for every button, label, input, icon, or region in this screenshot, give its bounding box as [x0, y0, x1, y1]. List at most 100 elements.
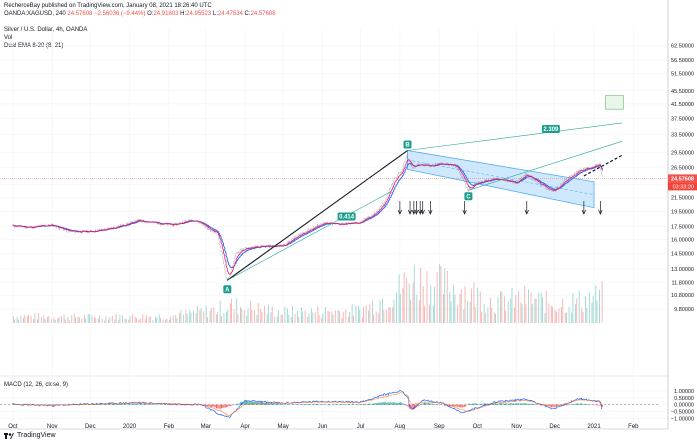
current-price-label: 24.57608 [671, 176, 694, 182]
macd-histogram-bar [380, 402, 382, 405]
volume-bar [528, 289, 529, 323]
tradingview-logo[interactable]: TradingView [4, 432, 56, 439]
volume-bar [361, 317, 363, 323]
volume-bar [199, 309, 201, 323]
volume-bar [219, 300, 221, 323]
volume-bar [280, 314, 282, 323]
macd-histogram-bar [347, 404, 349, 405]
volume-bar [365, 305, 367, 323]
volume-bar [525, 303, 527, 323]
volume-bar [507, 300, 509, 323]
volume-bar [534, 298, 536, 323]
volume-bar [274, 316, 276, 323]
macd-histogram-bar [385, 402, 388, 405]
macd-indicator-label[interactable]: MACD (12, 26, close, 9) [4, 382, 69, 388]
volume-indicator-label[interactable]: Vol [4, 35, 13, 41]
down-arrow-head [598, 209, 603, 215]
macd-histogram-bar [256, 402, 258, 405]
volume-bar [520, 302, 522, 323]
macd-histogram-bar [431, 403, 433, 405]
y-tick-label: 62.50000 [671, 44, 694, 50]
ohlc-value: 24.57608 [67, 11, 93, 17]
volume-bar [464, 286, 466, 323]
volume-bar [168, 319, 170, 323]
macd-histogram-bar [384, 401, 386, 405]
volume-bar [413, 264, 415, 323]
volume-bar [115, 313, 117, 323]
macd-histogram-bar [552, 404, 554, 407]
volume-bar [286, 308, 288, 323]
volume-bar [545, 290, 547, 323]
macd-histogram-bar [515, 403, 517, 405]
volume-bar [423, 305, 425, 323]
macd-histogram-bar [135, 403, 138, 405]
macd-histogram-bar [512, 403, 514, 405]
volume-bar [460, 288, 462, 323]
volume-bar [588, 292, 590, 323]
volume-bar [328, 311, 330, 323]
y-tick-label: 17.50000 [671, 225, 694, 231]
volume-bar [440, 266, 442, 323]
macd-histogram-bar [566, 404, 568, 406]
symbol-ohlc-line: OANDA:XAGUSD, 240 24.57608 −2.56036 (−9.… [4, 10, 276, 18]
macd-histogram-bar [218, 404, 220, 409]
volume-bar [213, 307, 215, 323]
volume-bar [398, 274, 400, 323]
macd-histogram-bar [389, 402, 391, 405]
volume-bar [321, 317, 323, 323]
macd-histogram-bar [396, 402, 398, 405]
macd-histogram-bar [464, 404, 466, 407]
volume-bar [548, 303, 550, 323]
macd-histogram-bar [276, 403, 278, 405]
volume-bar [406, 277, 408, 323]
volume-bar [467, 301, 469, 323]
volume-bar [483, 304, 485, 323]
macd-histogram-bar [592, 404, 594, 406]
volume-bar [26, 316, 28, 323]
y-tick-label: 45.50000 [671, 89, 694, 95]
volume-bar [325, 307, 326, 323]
macd-histogram-bar [458, 404, 460, 407]
macd-histogram-bar [601, 404, 603, 408]
macd-histogram-bar [209, 404, 211, 407]
volume-bar [434, 287, 436, 323]
y-tick-label: 33.50000 [671, 132, 694, 138]
fib-mid-line [468, 141, 623, 191]
macd-histogram-bar [219, 404, 221, 409]
volume-bar [193, 311, 194, 323]
macd-histogram-bar [309, 403, 311, 405]
volume-bar [302, 311, 304, 323]
volume-bar [196, 306, 198, 323]
macd-histogram-bar [448, 404, 450, 407]
macd-histogram-bar [582, 404, 584, 405]
volume-bar [463, 309, 465, 323]
macd-histogram-bar [204, 404, 206, 406]
macd-histogram-bar [286, 403, 289, 405]
macd-histogram-bar [423, 402, 426, 405]
macd-histogram-bar [404, 404, 407, 406]
y-tick-label: 14.50000 [671, 251, 694, 257]
volume-bar [186, 313, 188, 323]
macd-histogram-bar [554, 404, 556, 407]
macd-histogram-bar [214, 404, 216, 408]
volume-bar [17, 319, 19, 323]
macd-histogram-bar [547, 404, 549, 406]
y-tick-label: 13.00000 [671, 267, 694, 273]
macd-histogram-bar [227, 404, 229, 407]
volume-bar [517, 291, 519, 323]
macd-histogram-bar [478, 403, 480, 405]
volume-bar [43, 315, 45, 323]
y-tick-label: 21.50000 [671, 195, 694, 201]
macd-histogram-bar [555, 404, 558, 407]
volume-bar [388, 307, 390, 323]
volume-bar [236, 298, 238, 323]
macd-histogram-bar [146, 404, 148, 405]
volume-bar [554, 309, 556, 323]
y-tick-label: 26.50000 [671, 166, 694, 172]
annotation-tag [403, 140, 412, 149]
macd-histogram-bar [176, 404, 178, 406]
volume-bar [223, 313, 225, 323]
macd-histogram-bar [236, 404, 238, 405]
volume-bar [541, 296, 543, 323]
